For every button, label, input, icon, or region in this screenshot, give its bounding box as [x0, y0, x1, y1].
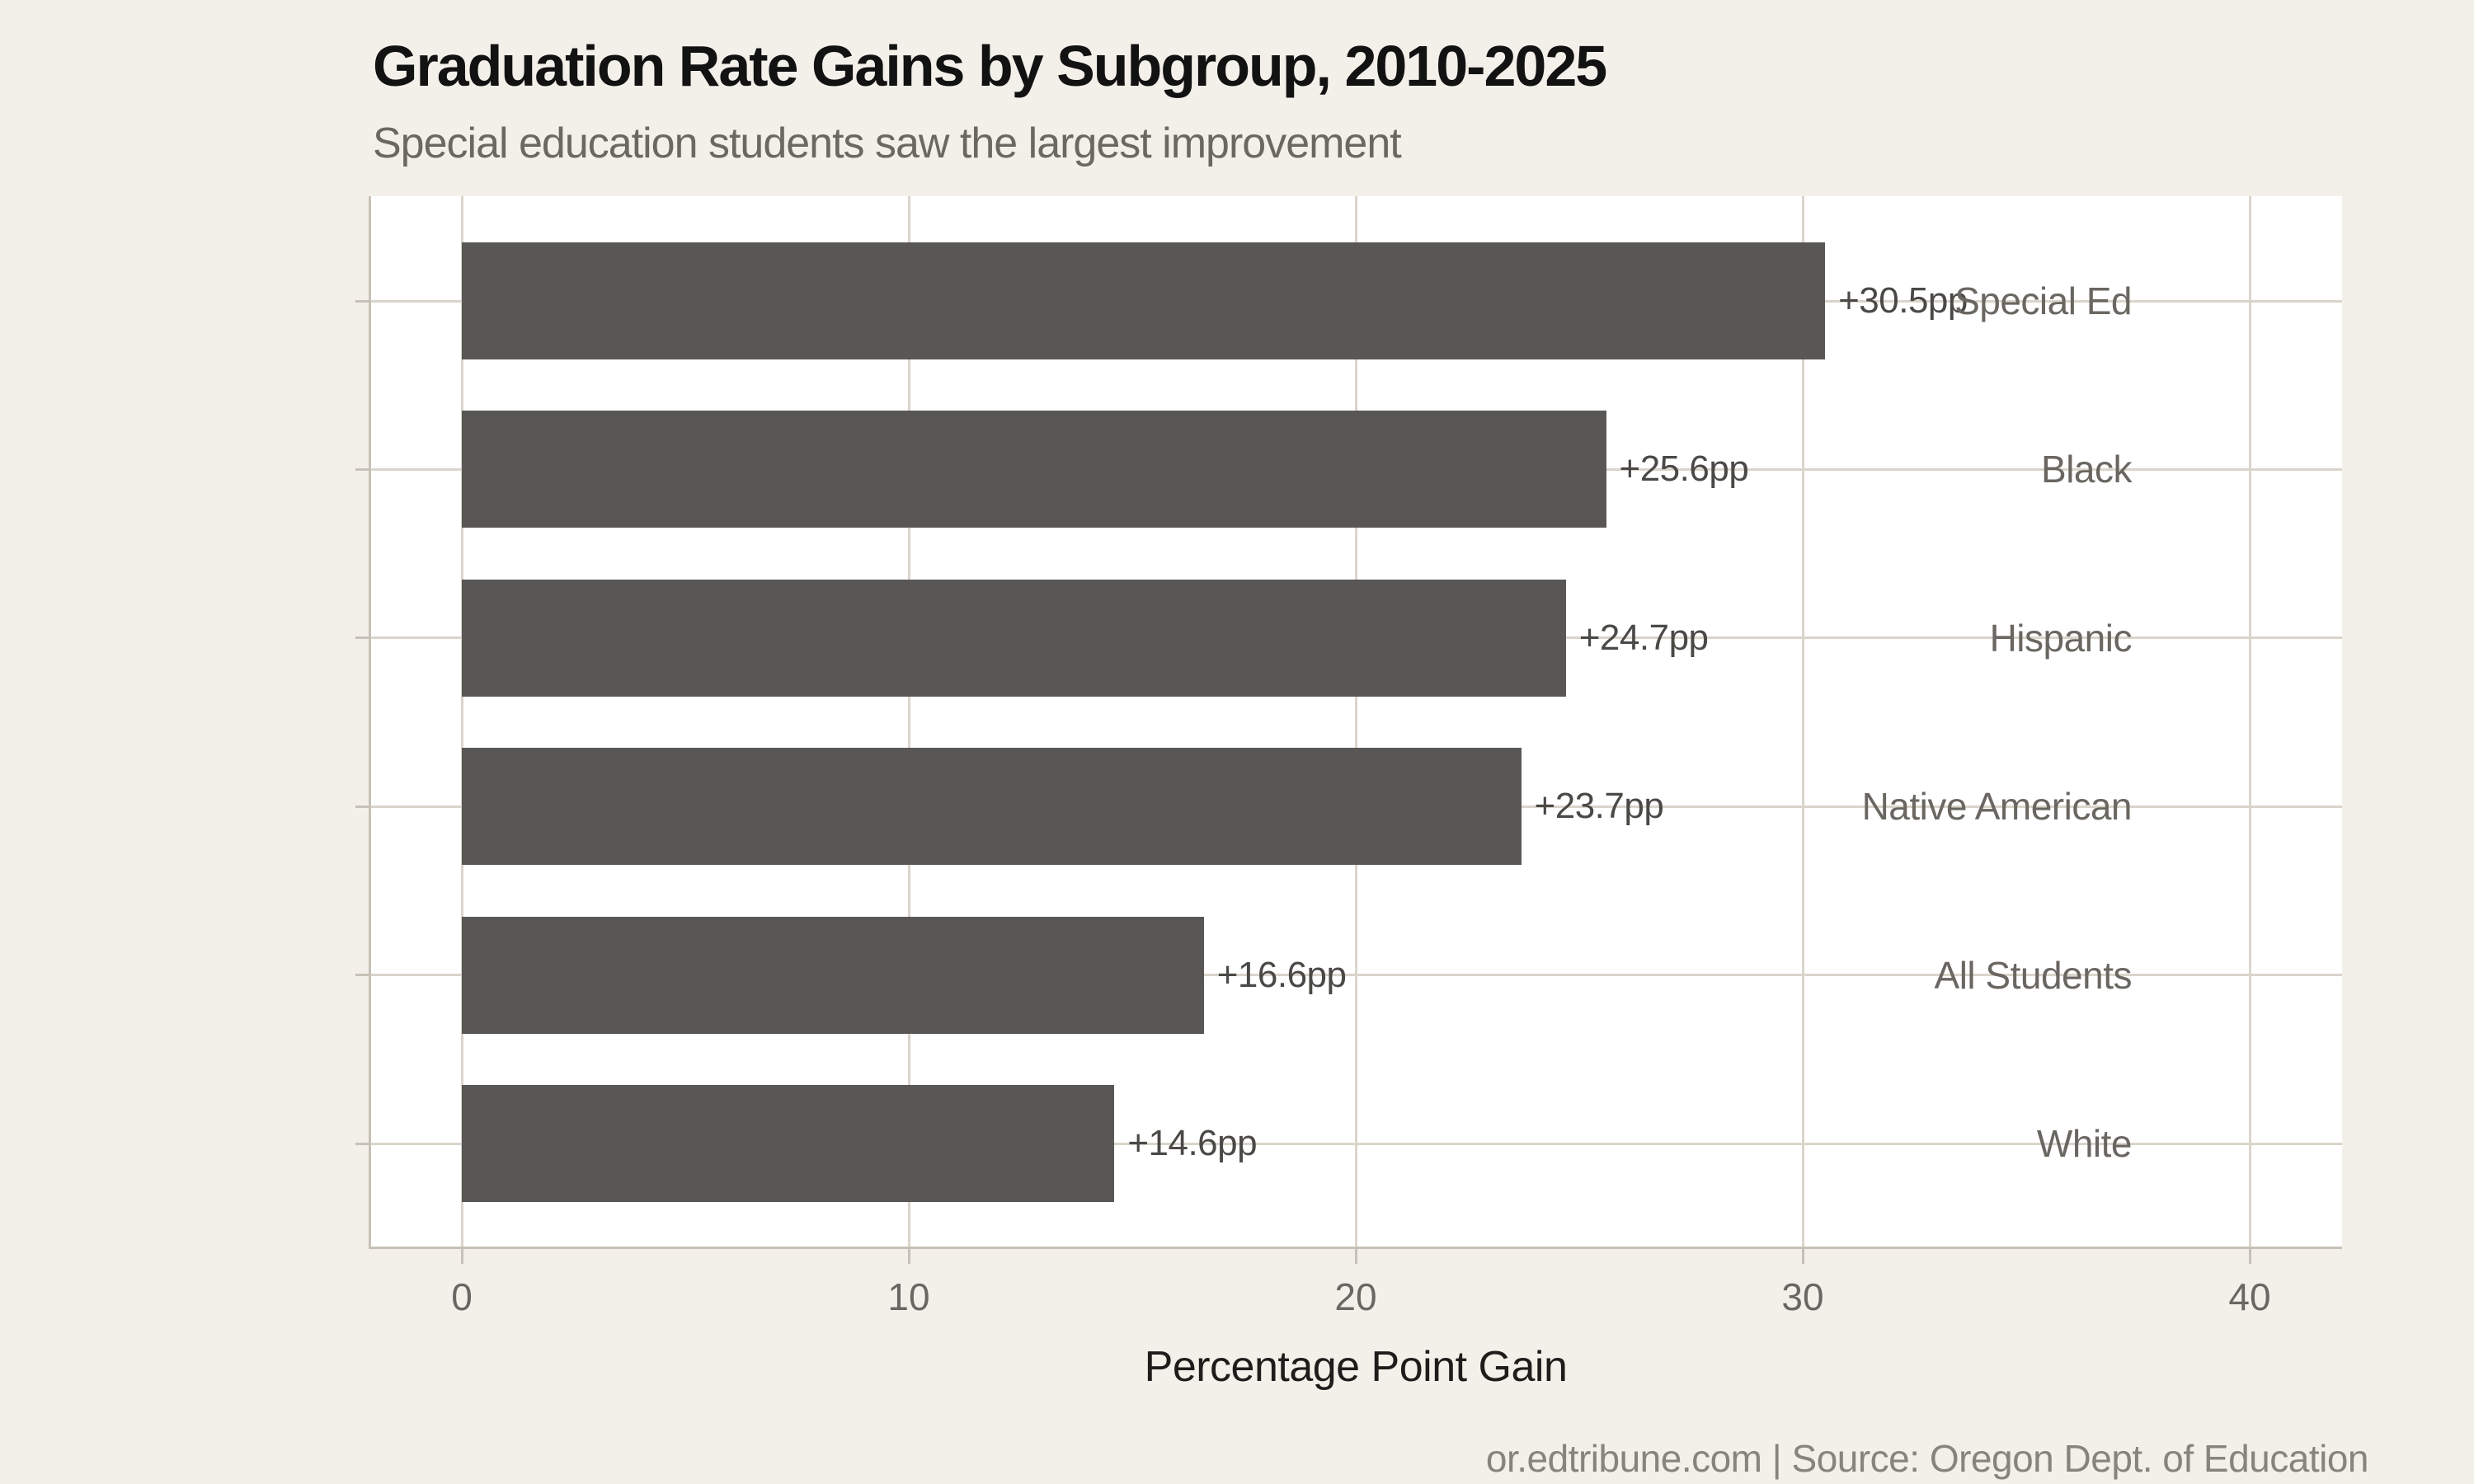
x-axis-tick: [1354, 1249, 1357, 1264]
bar-value-label: +24.7pp: [1578, 617, 1709, 658]
x-axis-tick-label: 0: [451, 1275, 473, 1318]
gridline-x: [1801, 196, 1804, 1247]
y-axis-tick: [355, 299, 369, 303]
x-axis-tick: [460, 1249, 463, 1264]
x-axis-tick: [1801, 1249, 1804, 1264]
gridline-x: [460, 196, 463, 1247]
y-axis-label: Native American: [1861, 785, 2133, 829]
gridline-y: [371, 1142, 2342, 1145]
x-axis-tick: [907, 1249, 910, 1264]
bar-value-label: +30.5pp: [1838, 280, 1968, 321]
y-axis-label: Hispanic: [1989, 616, 2133, 660]
bar: [462, 748, 1522, 866]
x-axis-tick-label: 40: [2228, 1275, 2271, 1318]
bar: [462, 916, 1204, 1034]
y-axis-label: All Students: [1934, 953, 2133, 997]
bar-value-label: +14.6pp: [1127, 1123, 1258, 1163]
y-axis-tick: [355, 805, 369, 808]
y-axis-label: White: [2036, 1122, 2133, 1165]
chart-subtitle: Special education students saw the large…: [373, 120, 1402, 167]
bar-value-label: +25.6pp: [1619, 448, 1749, 490]
plot-panel: [369, 196, 2342, 1249]
source-caption: or.edtribune.com | Source: Oregon Dept. …: [1485, 1437, 2369, 1480]
x-axis-tick-label: 30: [1781, 1275, 1824, 1318]
bar: [462, 242, 1826, 359]
y-axis-tick: [355, 636, 369, 640]
x-axis-tick-label: 10: [887, 1275, 930, 1318]
y-axis-label: Black: [2041, 448, 2132, 491]
x-axis-tick: [2248, 1249, 2251, 1264]
y-axis-tick: [355, 1142, 369, 1145]
y-axis-label: Special Ed: [1954, 279, 2132, 322]
y-axis-tick: [355, 467, 369, 471]
gridline-x: [907, 196, 910, 1247]
y-axis-tick: [355, 974, 369, 977]
x-axis-tick-label: 20: [1334, 1275, 1377, 1318]
gridline-x: [1354, 196, 1357, 1247]
x-axis-title: Percentage Point Gain: [1144, 1343, 1568, 1391]
bar-value-label: +16.6pp: [1216, 954, 1347, 995]
bar: [462, 579, 1566, 697]
bar-value-label: +23.7pp: [1534, 786, 1664, 827]
bar: [462, 1085, 1115, 1202]
chart-title: Graduation Rate Gains by Subgroup, 2010-…: [373, 34, 1607, 98]
gridline-x: [2248, 196, 2251, 1247]
bar: [462, 411, 1606, 528]
gridline-y: [371, 974, 2342, 977]
